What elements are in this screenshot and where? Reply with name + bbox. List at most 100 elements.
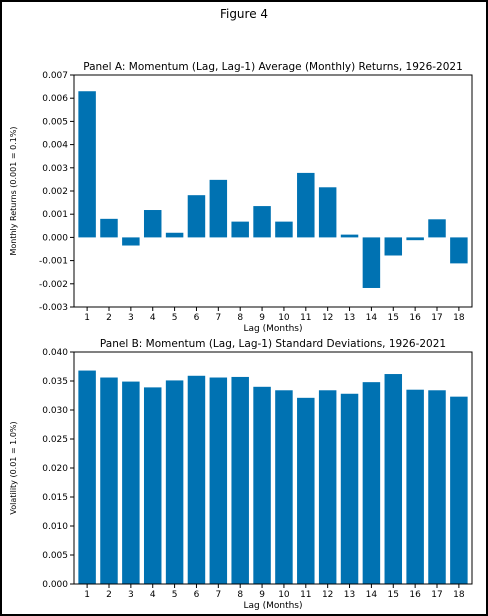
bar — [78, 91, 96, 238]
bar — [100, 377, 118, 584]
x-tick-label: 7 — [215, 313, 221, 323]
x-tick-label: 1 — [84, 590, 90, 600]
y-tick-label: -0.003 — [39, 303, 68, 313]
x-tick-label: 12 — [322, 590, 333, 600]
y-tick-label: 0.000 — [42, 233, 68, 243]
x-tick-label: 4 — [150, 590, 156, 600]
bar — [384, 374, 403, 584]
x-tick-label: 6 — [194, 590, 200, 600]
x-tick-label: 12 — [322, 313, 333, 323]
x-tick-label: 9 — [259, 590, 265, 600]
y-tick-label: 0.020 — [42, 464, 68, 474]
panel-b: 0.000 0.005 0.010 0.015 0.020 0.025 0.030 0.035… — [9, 338, 473, 611]
bar — [253, 386, 271, 584]
x-tick-label: 7 — [215, 590, 221, 600]
bar — [318, 187, 337, 238]
bar — [406, 237, 424, 241]
bar — [340, 393, 359, 584]
x-tick-label: 5 — [172, 313, 178, 323]
x-tick-label: 8 — [237, 590, 243, 600]
y-axis-label: Monthly Returns (0.001 = 0.1%) — [9, 126, 18, 255]
y-axis-label: Volatility (0.01 = 1.0%) — [9, 421, 18, 514]
x-tick-label: 1 — [84, 313, 90, 323]
bar — [428, 390, 446, 584]
bar — [428, 219, 446, 238]
chart-title: Panel B: Momentum (Lag, Lag-1) Standard … — [100, 338, 446, 350]
x-tick-label: 17 — [431, 313, 442, 323]
x-tick-label: 11 — [300, 313, 311, 323]
y-tick-label: 0.000 — [42, 580, 68, 590]
y-tick-label: 0.035 — [42, 377, 68, 387]
bar — [165, 380, 184, 584]
x-tick-label: 10 — [278, 590, 290, 600]
y-tick-label: 0.007 — [42, 71, 68, 81]
x-tick-label: 2 — [106, 590, 112, 600]
y-tick-label: 0.040 — [42, 348, 68, 358]
bar — [187, 195, 206, 238]
y-tick-label: 0.001 — [42, 210, 68, 220]
bar — [450, 237, 468, 264]
bar — [275, 390, 293, 584]
y-tick-label: 0.006 — [42, 94, 68, 104]
bar — [406, 389, 424, 584]
x-tick-label: 15 — [388, 313, 399, 323]
bar — [318, 390, 337, 584]
bar — [297, 172, 315, 238]
bar — [209, 179, 228, 238]
x-tick-label: 9 — [259, 313, 265, 323]
x-axis-label: Lag (Months) — [243, 601, 302, 611]
y-tick-label: 0.005 — [42, 117, 68, 127]
bar — [231, 221, 249, 238]
bar — [362, 382, 381, 584]
bar — [78, 370, 96, 584]
bar — [209, 377, 228, 584]
x-tick-label: 18 — [453, 590, 465, 600]
y-tick-label: 0.005 — [42, 551, 68, 561]
x-tick-label: 17 — [431, 590, 442, 600]
x-tick-label: 10 — [278, 313, 290, 323]
x-tick-label: 4 — [150, 313, 156, 323]
bar — [231, 376, 249, 584]
x-tick-label: 13 — [344, 590, 355, 600]
bar — [143, 387, 162, 584]
y-tick-label: 0.015 — [42, 493, 68, 503]
x-tick-label: 16 — [409, 313, 421, 323]
x-tick-label: 5 — [172, 590, 178, 600]
bar — [187, 375, 206, 584]
bar — [100, 218, 118, 238]
bar — [165, 232, 184, 238]
x-tick-label: 16 — [409, 590, 421, 600]
bar — [122, 381, 140, 584]
x-tick-label: 8 — [237, 313, 243, 323]
y-tick-label: 0.002 — [42, 187, 68, 197]
x-axis-label: Lag (Months) — [243, 324, 302, 334]
x-tick-label: 3 — [128, 313, 134, 323]
bar — [362, 237, 381, 288]
bar — [143, 210, 162, 238]
x-tick-label: 15 — [388, 590, 399, 600]
figure-title: Figure 4 — [219, 7, 269, 21]
x-tick-label: 14 — [366, 313, 378, 323]
y-tick-label: 0.010 — [42, 522, 68, 532]
y-tick-label: 0.004 — [42, 141, 68, 151]
bar — [340, 234, 359, 238]
x-tick-label: 14 — [366, 590, 378, 600]
bar — [384, 237, 403, 256]
x-tick-label: 18 — [453, 313, 465, 323]
y-tick-label: -0.002 — [39, 280, 68, 290]
x-tick-label: 3 — [128, 590, 134, 600]
bar — [297, 397, 315, 584]
bar — [253, 206, 271, 238]
bar — [122, 237, 140, 246]
y-tick-label: 0.003 — [42, 164, 68, 174]
x-tick-label: 6 — [194, 313, 200, 323]
plot-frame — [73, 74, 473, 308]
bar — [275, 221, 293, 238]
chart-title: Panel A: Momentum (Lag, Lag-1) Average (… — [83, 61, 463, 73]
y-tick-label: 0.030 — [42, 406, 68, 416]
x-tick-label: 2 — [106, 313, 112, 323]
x-tick-label: 13 — [344, 313, 355, 323]
bar — [450, 396, 468, 584]
y-tick-label: 0.025 — [42, 435, 68, 445]
